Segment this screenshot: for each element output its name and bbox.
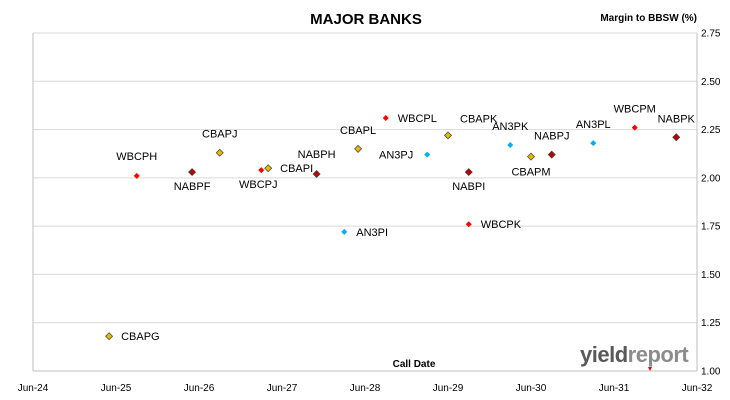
chart-title: MAJOR BANKS: [310, 11, 422, 28]
point-label-cbapg: CBAPG: [121, 331, 160, 343]
scatter-point-nabpk: [672, 133, 681, 142]
scatter-point-cbapi: [264, 164, 273, 173]
scatter-point-wbcph: [133, 172, 140, 179]
scatter-point-cbapj: [215, 148, 224, 157]
y-tick-label: 1.75: [701, 222, 721, 233]
y-tick-label: 1.25: [701, 318, 721, 329]
scatter-point-an3pj: [424, 151, 431, 158]
x-tick-label: Jun-25: [101, 383, 132, 394]
scatter-point-an3pk: [507, 142, 514, 149]
scatter-point-an3pi: [341, 228, 348, 235]
scatter-point-nabpi: [464, 168, 473, 177]
point-label-cbapj: CBAPJ: [202, 129, 237, 141]
point-label-wbcpk: WBCPK: [481, 219, 522, 231]
point-label-wbcpm: WBCPM: [614, 104, 656, 116]
x-axis-label: Call Date: [393, 359, 436, 370]
y-axis-ticks: 1.00 1.25 1.50 1.75 2.00 2.25 2.50 2.75: [701, 29, 721, 378]
scatter-point-cbapk: [444, 131, 452, 140]
point-label-an3pk: AN3PK: [492, 121, 529, 133]
logo-text-report: report: [628, 342, 690, 367]
x-tick-label: Jun-32: [682, 383, 713, 394]
point-label-nabph: NABPH: [298, 149, 336, 161]
point-label-cbapm: CBAPM: [511, 167, 550, 179]
y-tick-label: 1.00: [701, 367, 721, 378]
x-tick-label: Jun-31: [599, 383, 630, 394]
point-label-an3pl: AN3PL: [576, 119, 611, 131]
y-tick-label: 2.00: [701, 173, 721, 184]
scatter-point-cbapl: [354, 144, 363, 153]
x-tick-label: Jun-30: [516, 383, 547, 394]
scatter-point-wbcpl: [382, 114, 389, 121]
scatter-point-nabpf: [188, 168, 197, 177]
scatter-point-wbcpm: [631, 124, 638, 131]
gridlines: [33, 32, 697, 372]
x-tick-label: Jun-24: [18, 383, 49, 394]
y-tick-label: 1.50: [701, 270, 721, 281]
point-label-cbapk: CBAPK: [460, 113, 498, 125]
point-label-an3pi: AN3PI: [356, 227, 388, 239]
yieldreport-logo: yieldreport: [580, 342, 690, 371]
scatter-point-cbapg: [105, 332, 114, 341]
y-axis-label: Margin to BBSW (%): [600, 13, 697, 24]
logo-triangle-icon: [648, 367, 652, 371]
y-tick-label: 2.25: [701, 125, 721, 136]
point-label-nabpk: NABPK: [658, 113, 696, 125]
scatter-point-wbcpk: [465, 221, 472, 228]
point-label-wbcpj: WBCPJ: [239, 179, 278, 191]
scatter-point-nabph: [312, 169, 321, 178]
y-tick-label: 2.50: [701, 77, 721, 88]
point-label-cbapi: CBAPI: [280, 163, 313, 175]
point-label-nabpj: NABPJ: [534, 131, 569, 143]
x-tick-label: Jun-27: [267, 383, 298, 394]
scatter-point-cbapm: [527, 152, 535, 161]
x-tick-label: Jun-26: [184, 383, 215, 394]
y-tick-label: 2.75: [701, 29, 721, 40]
logo-text-yield: yield: [580, 342, 628, 367]
x-tick-label: Jun-28: [350, 383, 381, 394]
point-label-nabpi: NABPI: [452, 181, 485, 193]
axes: [32, 33, 698, 371]
scatter-point-an3pl: [590, 140, 597, 147]
point-label-cbapl: CBAPL: [340, 125, 376, 137]
point-label-nabpf: NABPF: [174, 181, 211, 193]
point-label-an3pj: AN3PJ: [379, 150, 413, 162]
point-label-wbcph: WBCPH: [116, 151, 157, 163]
svg-text:yieldreport: yieldreport: [580, 342, 689, 367]
data-points: [105, 114, 681, 341]
x-tick-label: Jun-29: [433, 383, 464, 394]
scatter-point-wbcpj: [258, 167, 265, 174]
scatter-point-nabpj: [547, 150, 556, 159]
point-label-wbcpl: WBCPL: [398, 113, 437, 125]
x-axis-ticks: Jun-24 Jun-25 Jun-26 Jun-27 Jun-28 Jun-29 Jun-…: [18, 383, 713, 394]
